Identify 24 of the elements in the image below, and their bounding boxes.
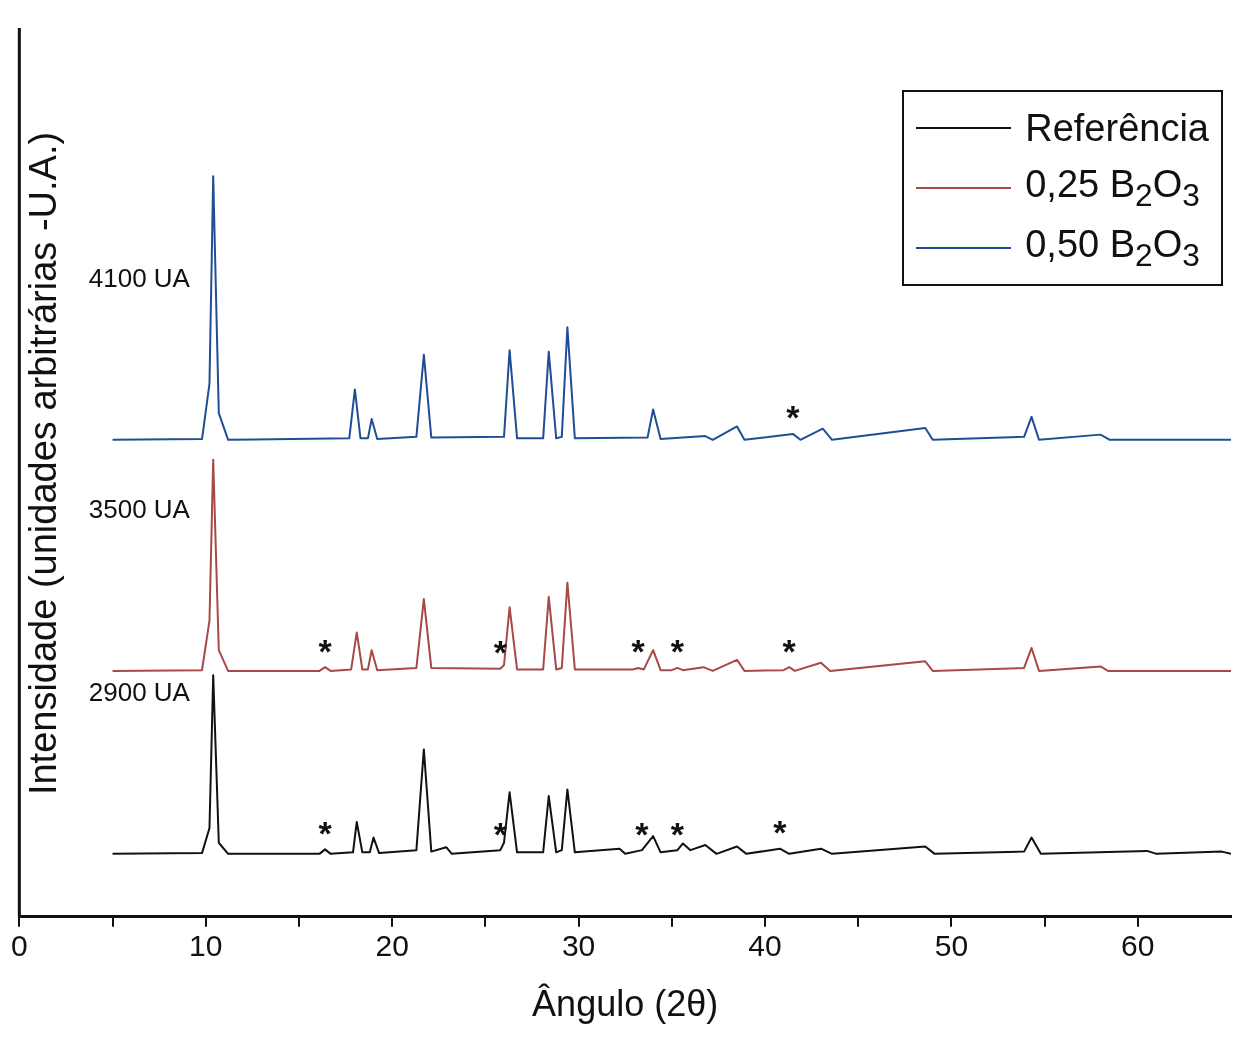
legend-label: Referência (1025, 106, 1209, 150)
annotation: * (670, 632, 685, 671)
annotation: * (782, 631, 797, 670)
y-axis-title: Intensidade (unidades arbitrárias -U.A.) (22, 131, 66, 795)
annotation: * (318, 813, 333, 852)
legend-label: 0,50 B$_{2}$O$_{3}$ (1025, 222, 1200, 274)
legend-label: 0,25 B$_{2}$O$_{3}$ (1025, 162, 1200, 214)
annotation: 2900 UA (88, 677, 191, 708)
annotation: * (773, 813, 788, 852)
x-tick-label: 20 (375, 929, 409, 963)
x-axis-title: Ângulo (2θ) (532, 983, 719, 1025)
annotation: * (670, 814, 685, 853)
x-tick-label: 10 (189, 929, 223, 963)
annotation: 4100 UA (88, 262, 191, 293)
annotation: * (318, 631, 333, 670)
x-tick-label: 30 (561, 929, 596, 963)
annotation: 3500 UA (88, 494, 191, 525)
annotation: * (631, 632, 646, 671)
x-tick-label: 40 (748, 929, 782, 963)
x-tick-label: 0 (11, 929, 28, 963)
x-tick-label: 60 (1121, 929, 1155, 963)
annotation: * (635, 814, 650, 853)
annotation: * (786, 398, 801, 437)
x-tick-label: 50 (934, 929, 969, 963)
